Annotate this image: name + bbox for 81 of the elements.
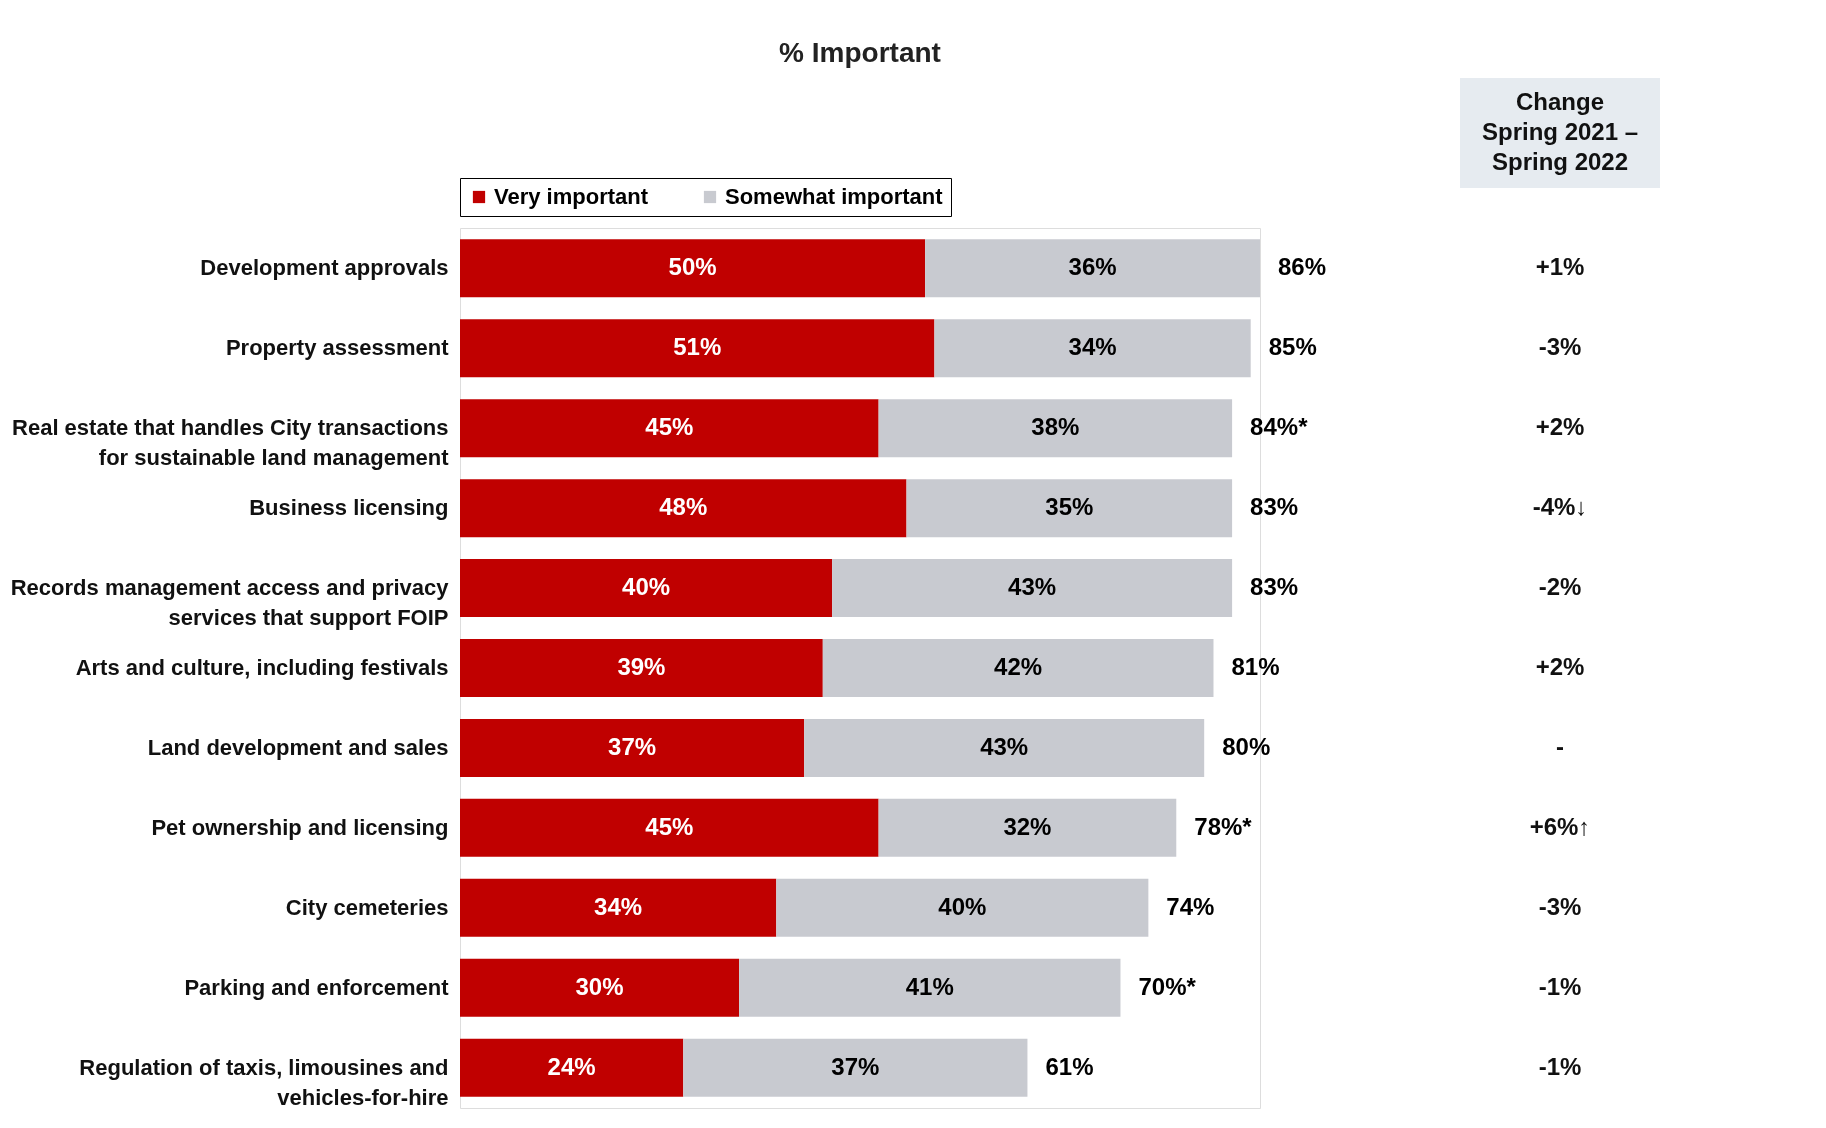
data-label: 36% bbox=[1068, 253, 1117, 281]
data-label: 38% bbox=[1031, 413, 1080, 441]
data-label: 51% bbox=[673, 333, 722, 361]
y-tick-label: Property assessment bbox=[225, 335, 450, 361]
y-tick-label: Business licensing bbox=[249, 495, 449, 521]
data-label: 45% bbox=[645, 812, 694, 840]
data-label: 37% bbox=[831, 1052, 880, 1080]
bar bbox=[460, 239, 926, 298]
bar bbox=[460, 878, 777, 937]
text: -2% bbox=[1538, 573, 1582, 601]
text: +6%↑ bbox=[1529, 812, 1591, 840]
data-label: 34% bbox=[1068, 333, 1117, 361]
data-label: 34% bbox=[594, 892, 643, 920]
bar bbox=[906, 479, 1233, 538]
text: -3% bbox=[1538, 333, 1582, 361]
bar bbox=[460, 479, 907, 538]
text: -4%↓ bbox=[1532, 493, 1588, 521]
bar bbox=[739, 958, 1121, 1017]
data-label: 50% bbox=[668, 253, 717, 281]
bar bbox=[804, 718, 1205, 777]
bar bbox=[460, 559, 833, 618]
bar bbox=[460, 319, 935, 378]
y-tick-label: Land development and sales bbox=[147, 734, 449, 760]
total-label: 61% bbox=[1045, 1052, 1094, 1080]
y-tick-label: Parking and enforcement bbox=[184, 974, 450, 1000]
bar bbox=[934, 319, 1251, 378]
total-label: 78%* bbox=[1194, 812, 1253, 840]
y-tick-label: Real estate that handles City transactions for sustainable land management bbox=[12, 415, 450, 471]
text: - bbox=[1556, 732, 1564, 760]
total-label: 83% bbox=[1250, 573, 1299, 601]
total-label: 74% bbox=[1166, 892, 1215, 920]
data-label: 35% bbox=[1045, 493, 1094, 521]
bar bbox=[460, 399, 879, 458]
y-tick-label: Arts and culture, including festivals bbox=[75, 655, 449, 680]
text: Change Spring 2021 – Spring 2022 bbox=[1481, 88, 1639, 175]
data-label: 42% bbox=[994, 653, 1043, 680]
text: -1% bbox=[1538, 972, 1582, 1000]
total-label: 84%* bbox=[1250, 413, 1309, 441]
bar bbox=[460, 798, 879, 857]
y-tick-label: City cemeteries bbox=[285, 894, 449, 920]
data-label: 41% bbox=[905, 972, 954, 1000]
text: -3% bbox=[1538, 892, 1582, 920]
y-tick-label: Development approvals bbox=[200, 255, 449, 281]
text: -1% bbox=[1538, 1052, 1582, 1080]
bar bbox=[460, 1038, 684, 1097]
legend-label: Very important bbox=[494, 184, 649, 209]
total-label: 85% bbox=[1268, 333, 1317, 361]
y-tick-label: Records management access and privacy services that support FOIP bbox=[10, 575, 450, 631]
total-label: 83% bbox=[1250, 493, 1299, 521]
data-label: 39% bbox=[617, 653, 666, 680]
bar bbox=[878, 399, 1233, 458]
data-label: 24% bbox=[547, 1052, 596, 1080]
bar bbox=[925, 239, 1260, 298]
data-label: 43% bbox=[1008, 573, 1057, 601]
total-label: 80% bbox=[1222, 732, 1271, 760]
bar bbox=[822, 639, 1214, 697]
y-tick-label: Regulation of taxis, limousines and vehicles-for-hire bbox=[79, 1054, 449, 1110]
total-label: 86% bbox=[1278, 253, 1327, 281]
bar bbox=[460, 958, 740, 1017]
chart-title: % Important bbox=[779, 37, 941, 68]
bar bbox=[878, 798, 1177, 857]
total-label: 81% bbox=[1231, 653, 1280, 680]
text: +2% bbox=[1535, 413, 1585, 441]
data-label: 30% bbox=[575, 972, 624, 1000]
bar bbox=[460, 718, 805, 777]
legend-label: Somewhat important bbox=[725, 184, 944, 209]
data-label: 40% bbox=[938, 892, 987, 920]
bar bbox=[832, 559, 1233, 618]
bar bbox=[776, 878, 1149, 937]
data-label: 45% bbox=[645, 413, 694, 441]
y-tick-label: Pet ownership and licensing bbox=[151, 814, 449, 840]
text: +1% bbox=[1535, 253, 1585, 281]
data-label: 40% bbox=[622, 573, 671, 601]
data-label: 32% bbox=[1003, 812, 1052, 840]
data-label: 48% bbox=[659, 493, 708, 521]
bar bbox=[460, 639, 823, 697]
total-label: 70%* bbox=[1138, 972, 1197, 1000]
text: +2% bbox=[1535, 653, 1585, 680]
data-label: 37% bbox=[608, 732, 657, 760]
bar bbox=[683, 1038, 1028, 1097]
data-label: 43% bbox=[980, 732, 1029, 760]
